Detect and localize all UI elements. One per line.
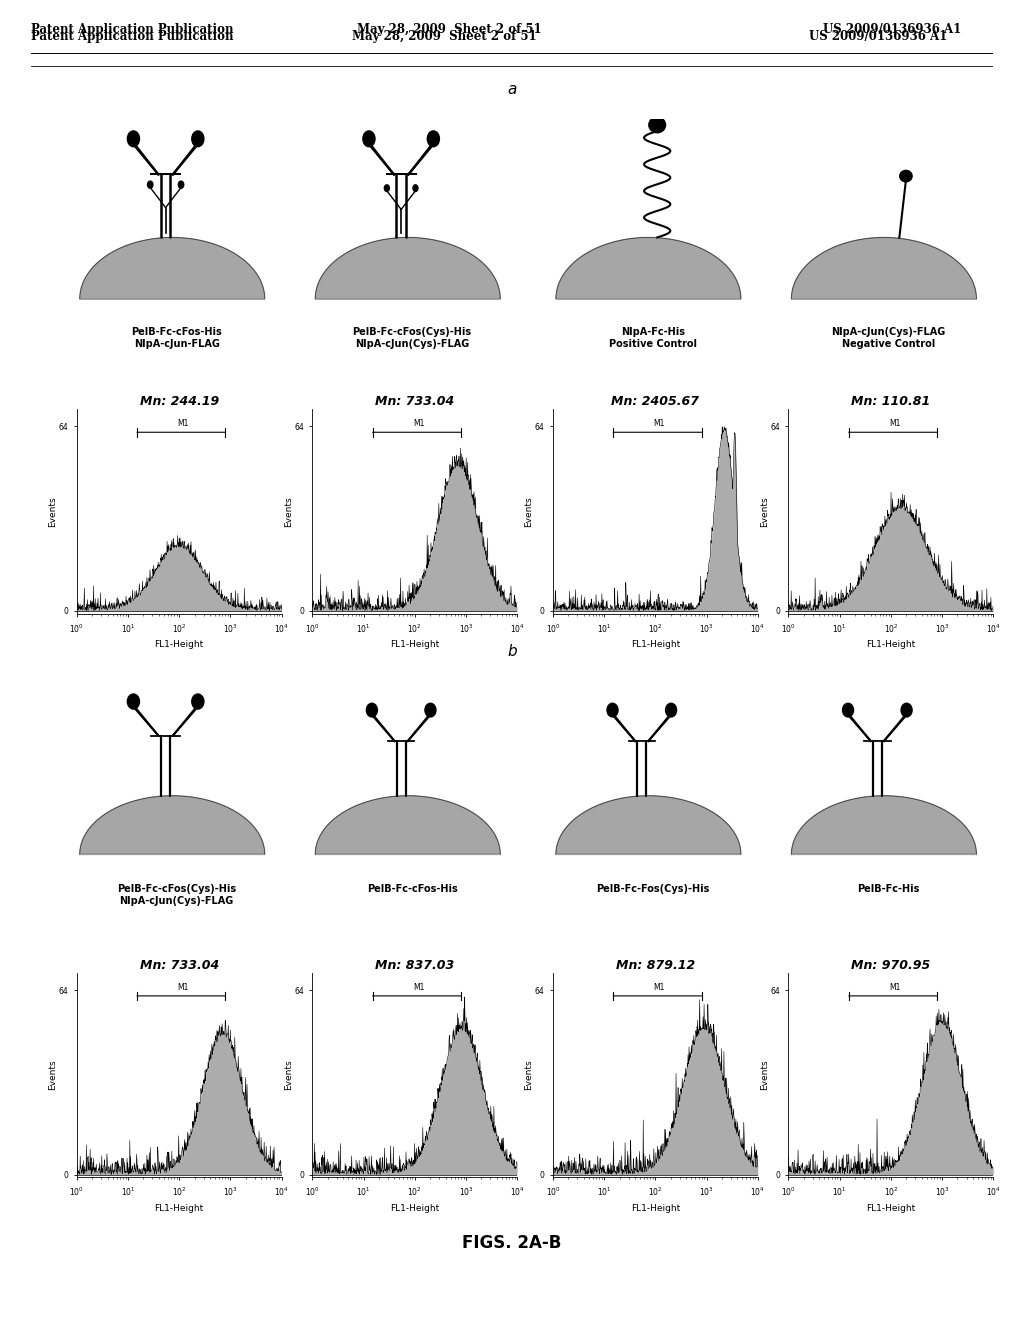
Ellipse shape (127, 131, 139, 147)
Polygon shape (556, 796, 741, 854)
Ellipse shape (427, 131, 439, 147)
Text: PelB-Fc-Fos(Cys)-His: PelB-Fc-Fos(Cys)-His (596, 884, 710, 894)
Text: M1: M1 (413, 418, 425, 428)
Ellipse shape (666, 704, 677, 717)
Text: M1: M1 (177, 982, 189, 991)
Text: b: b (507, 644, 517, 659)
Text: US 2009/0136936 A1: US 2009/0136936 A1 (809, 30, 947, 42)
Polygon shape (315, 238, 500, 298)
Text: PelB-Fc-cFos-His: PelB-Fc-cFos-His (367, 884, 458, 894)
Ellipse shape (147, 181, 153, 189)
Text: Patent Application Publication: Patent Application Publication (31, 30, 233, 42)
Title: Mn: 879.12: Mn: 879.12 (615, 958, 695, 972)
Ellipse shape (127, 694, 139, 709)
Text: US 2009/0136936 A1: US 2009/0136936 A1 (823, 22, 962, 36)
Text: May 28, 2009  Sheet 2 of 51: May 28, 2009 Sheet 2 of 51 (352, 30, 537, 42)
Y-axis label: Events: Events (760, 1060, 769, 1090)
Circle shape (649, 117, 666, 133)
Text: PelB-Fc-His: PelB-Fc-His (857, 884, 920, 894)
Ellipse shape (901, 704, 912, 717)
X-axis label: FL1-Height: FL1-Height (155, 640, 204, 649)
Polygon shape (792, 796, 977, 854)
Ellipse shape (607, 704, 618, 717)
Text: Patent Application Publication: Patent Application Publication (31, 22, 233, 36)
Y-axis label: Events: Events (48, 1060, 57, 1090)
Text: M1: M1 (889, 418, 901, 428)
Title: Mn: 837.03: Mn: 837.03 (375, 958, 455, 972)
Ellipse shape (384, 185, 389, 191)
Title: Mn: 733.04: Mn: 733.04 (375, 395, 455, 408)
Text: May 28, 2009  Sheet 2 of 51: May 28, 2009 Sheet 2 of 51 (357, 22, 542, 36)
X-axis label: FL1-Height: FL1-Height (866, 1204, 915, 1213)
Title: Mn: 244.19: Mn: 244.19 (139, 395, 219, 408)
Text: FIGS. 2A-B: FIGS. 2A-B (462, 1234, 562, 1253)
Text: a: a (507, 82, 517, 96)
Y-axis label: Events: Events (524, 496, 534, 527)
Ellipse shape (178, 181, 183, 189)
Y-axis label: Events: Events (284, 496, 293, 527)
Ellipse shape (413, 185, 418, 191)
Ellipse shape (367, 704, 378, 717)
Text: M1: M1 (653, 418, 666, 428)
Ellipse shape (191, 131, 204, 147)
Text: M1: M1 (653, 982, 666, 991)
Title: Mn: 2405.67: Mn: 2405.67 (611, 395, 699, 408)
Ellipse shape (843, 704, 854, 717)
Ellipse shape (362, 131, 375, 147)
X-axis label: FL1-Height: FL1-Height (390, 1204, 439, 1213)
X-axis label: FL1-Height: FL1-Height (155, 1204, 204, 1213)
X-axis label: FL1-Height: FL1-Height (631, 1204, 680, 1213)
Y-axis label: Events: Events (760, 496, 769, 527)
Y-axis label: Events: Events (524, 1060, 534, 1090)
X-axis label: FL1-Height: FL1-Height (866, 640, 915, 649)
Text: M1: M1 (177, 418, 189, 428)
Polygon shape (80, 238, 264, 298)
X-axis label: FL1-Height: FL1-Height (631, 640, 680, 649)
Title: Mn: 110.81: Mn: 110.81 (851, 395, 931, 408)
Polygon shape (315, 796, 500, 854)
Text: NlpA-Fc-His
Positive Control: NlpA-Fc-His Positive Control (609, 327, 696, 350)
X-axis label: FL1-Height: FL1-Height (390, 640, 439, 649)
Ellipse shape (191, 694, 204, 709)
Polygon shape (80, 796, 264, 854)
Text: NlpA-cJun(Cys)-FLAG
Negative Control: NlpA-cJun(Cys)-FLAG Negative Control (831, 327, 945, 350)
Circle shape (900, 170, 912, 182)
Title: Mn: 970.95: Mn: 970.95 (851, 958, 931, 972)
Polygon shape (792, 238, 977, 298)
Ellipse shape (425, 704, 436, 717)
Text: PelB-Fc-cFos(Cys)-His
NlpA-cJun(Cys)-FLAG: PelB-Fc-cFos(Cys)-His NlpA-cJun(Cys)-FLA… (352, 327, 472, 350)
Title: Mn: 733.04: Mn: 733.04 (139, 958, 219, 972)
Text: M1: M1 (413, 982, 425, 991)
Text: PelB-Fc-cFos(Cys)-His
NlpA-cJun(Cys)-FLAG: PelB-Fc-cFos(Cys)-His NlpA-cJun(Cys)-FLA… (117, 884, 237, 907)
Text: PelB-Fc-cFos-His
NlpA-cJun-FLAG: PelB-Fc-cFos-His NlpA-cJun-FLAG (131, 327, 222, 350)
Text: M1: M1 (889, 982, 901, 991)
Y-axis label: Events: Events (284, 1060, 293, 1090)
Y-axis label: Events: Events (48, 496, 57, 527)
Polygon shape (556, 238, 741, 298)
